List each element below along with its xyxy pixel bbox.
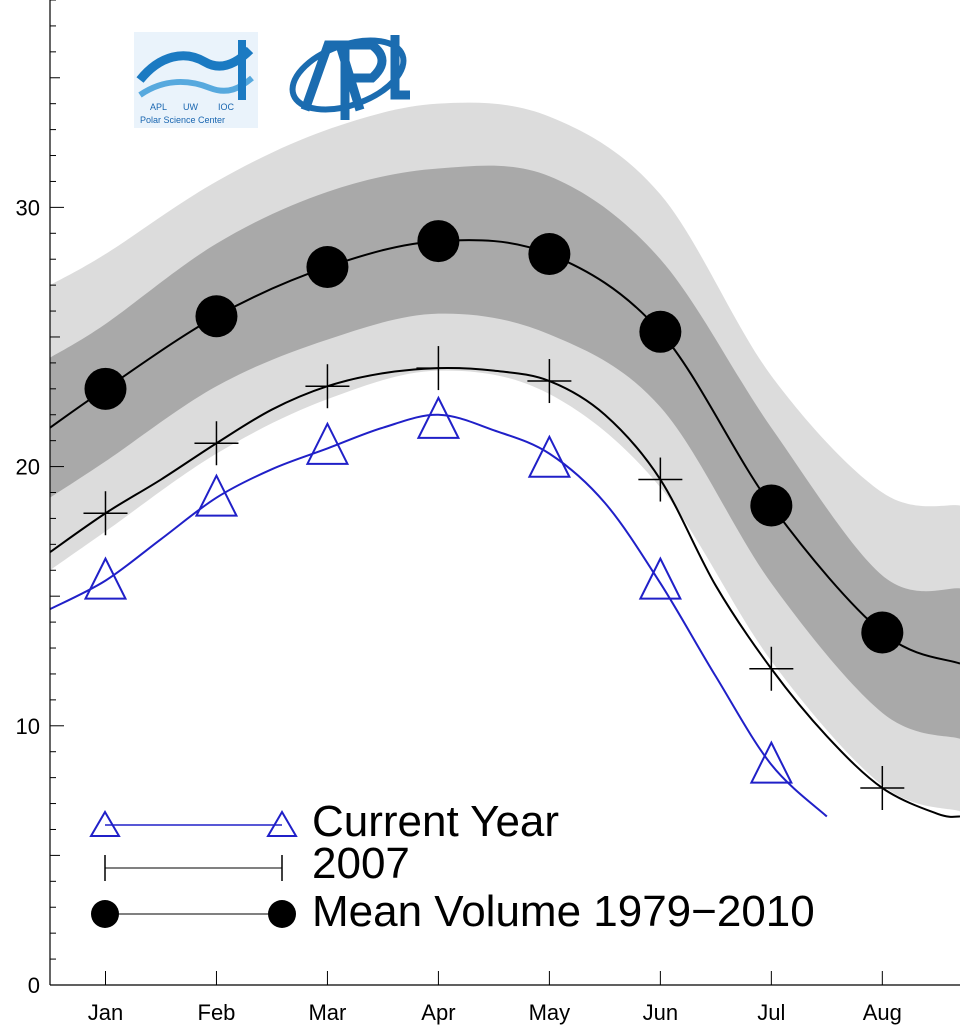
legend-marker-mean-left xyxy=(91,900,119,928)
series-markers xyxy=(83,220,905,810)
marker-2007-8 xyxy=(860,766,905,810)
y-tick-labels: 0 10 20 30 xyxy=(16,195,40,998)
marker-2007-1 xyxy=(83,491,128,536)
y-tick-label-10: 10 xyxy=(16,714,40,739)
marker-mean-volume-2 xyxy=(195,295,238,338)
x-tick-label-apr: Apr xyxy=(421,1000,455,1025)
legend-marker-mean-right xyxy=(268,900,296,928)
series-line-current-year xyxy=(49,413,828,818)
apl-letter-l-icon xyxy=(390,35,410,100)
x-tick-labels: Jan Feb Mar Apr May Jun Jul Aug xyxy=(88,1000,902,1025)
marker-current-year-2 xyxy=(194,473,239,517)
marker-2007-4 xyxy=(416,346,461,391)
marker-2007-7 xyxy=(749,646,794,691)
psc-sub-1: APL xyxy=(150,102,167,112)
y-tick-label-0: 0 xyxy=(28,973,40,998)
legend-label-2007: 2007 xyxy=(312,839,410,888)
marker-2007-3 xyxy=(305,364,350,409)
x-tick-label-may: May xyxy=(529,1000,571,1025)
psc-sub-3: IOC xyxy=(218,102,235,112)
marker-mean-volume-7 xyxy=(750,484,793,527)
spread-bands xyxy=(50,102,960,812)
x-tick-label-jul: Jul xyxy=(757,1000,785,1025)
series-line-2007 xyxy=(49,366,960,818)
marker-mean-volume-6 xyxy=(639,310,682,353)
apl-letter-p-icon xyxy=(340,40,387,120)
marker-mean-volume-4 xyxy=(417,220,460,263)
marker-2007-2 xyxy=(194,421,239,466)
x-tick-label-feb: Feb xyxy=(198,1000,236,1025)
marker-2007-6 xyxy=(638,457,683,502)
psc-logo-background xyxy=(134,32,258,128)
legend-marker-current-year-right xyxy=(266,810,298,837)
legend: Current Year 2007 Mean Volume 1979−2010 xyxy=(89,797,815,936)
series-lines xyxy=(49,239,960,818)
marker-current-year-3 xyxy=(305,421,350,465)
psc-caption: Polar Science Center xyxy=(140,115,225,125)
x-tick-label-jun: Jun xyxy=(643,1000,678,1025)
legend-label-current-year: Current Year xyxy=(312,797,559,846)
marker-mean-volume-5 xyxy=(528,233,571,276)
apl-logo xyxy=(289,35,410,120)
y-tick-label-30: 30 xyxy=(16,195,40,220)
marker-mean-volume-3 xyxy=(306,245,349,288)
x-tick-label-jan: Jan xyxy=(88,1000,123,1025)
y-tick-label-20: 20 xyxy=(16,455,40,480)
psc-bar-icon xyxy=(238,40,246,100)
marker-mean-volume-1 xyxy=(84,367,127,410)
marker-current-year-7 xyxy=(749,740,793,784)
inner-spread-band xyxy=(50,165,960,739)
x-tick-label-aug: Aug xyxy=(863,1000,902,1025)
psc-sub-2: UW xyxy=(183,102,198,112)
psc-wave-icon xyxy=(136,46,254,83)
axes xyxy=(49,0,960,986)
marker-current-year-4 xyxy=(416,395,461,439)
polar-science-center-logo: APL UW IOC Polar Science Center xyxy=(134,32,258,128)
marker-mean-volume-8 xyxy=(861,611,904,654)
legend-marker-current-year-left xyxy=(89,810,121,837)
marker-current-year-6 xyxy=(638,556,682,600)
legend-label-mean: Mean Volume 1979−2010 xyxy=(312,887,815,936)
marker-current-year-5 xyxy=(527,434,572,478)
series-line-mean-volume xyxy=(49,239,960,665)
marker-current-year-1 xyxy=(83,556,128,600)
x-tick-label-mar: Mar xyxy=(308,1000,346,1025)
marker-2007-5 xyxy=(527,359,572,404)
